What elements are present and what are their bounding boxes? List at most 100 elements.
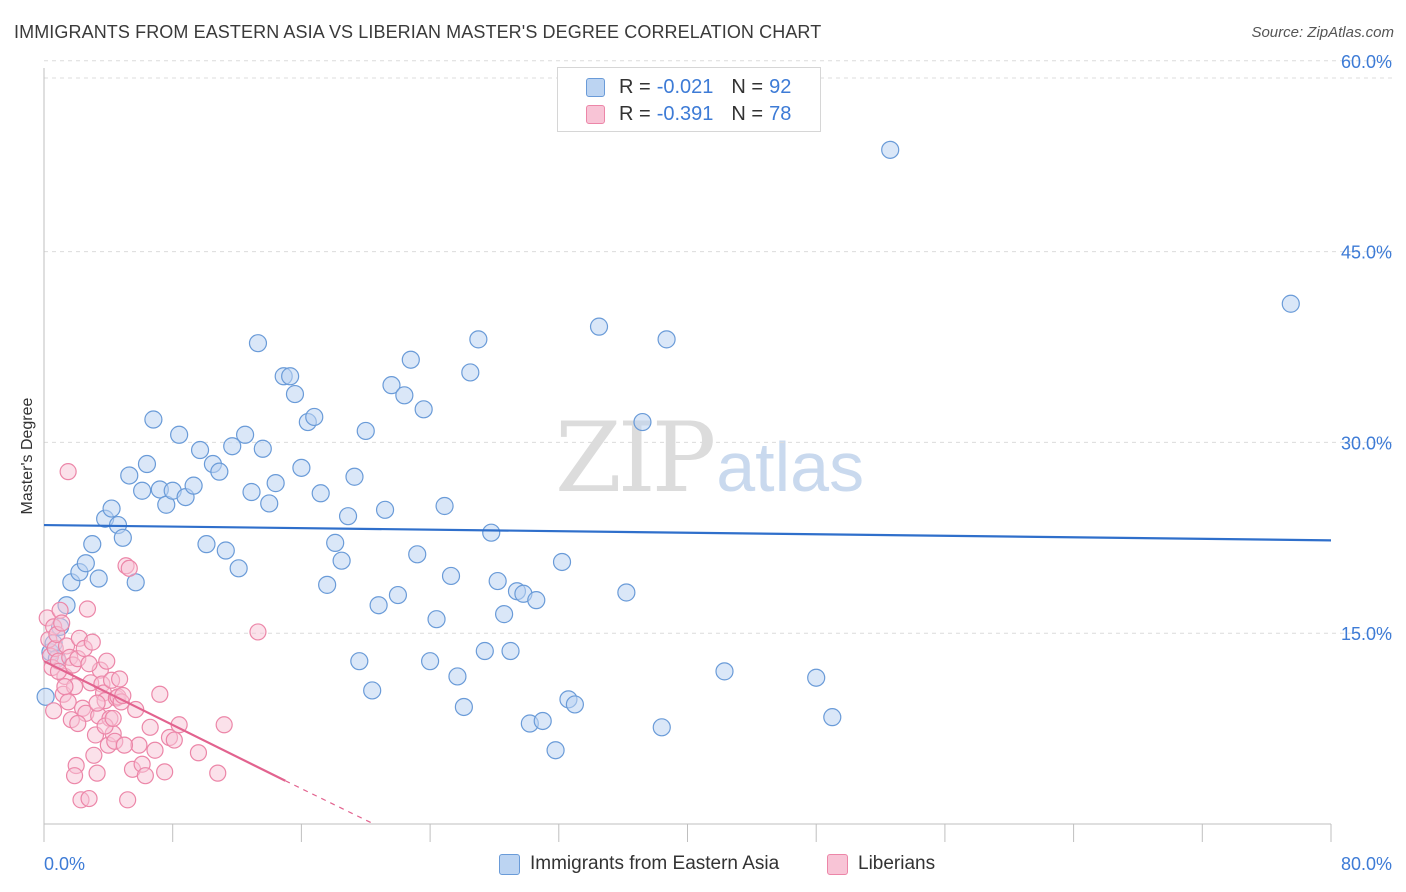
legend-r-label: R = xyxy=(619,102,651,125)
legend-n-label: N = xyxy=(731,102,764,125)
eastern-asia-point xyxy=(311,484,330,503)
eastern-asia-point xyxy=(170,425,189,444)
series-swatch-pink xyxy=(827,853,848,875)
eastern-asia-point xyxy=(469,330,488,349)
eastern-asia-point xyxy=(332,551,351,570)
series-label-liberians: Liberians xyxy=(858,853,936,874)
eastern-asia-point xyxy=(83,535,102,554)
eastern-asia-point xyxy=(546,741,565,760)
eastern-asia-point xyxy=(421,652,440,671)
liberians-point xyxy=(165,731,183,749)
liberians-point xyxy=(80,789,98,808)
legend-n-value: 78 xyxy=(769,102,792,125)
eastern-asia-point xyxy=(1281,294,1300,313)
legend-row-liberians: R = -0.391 N = 78 xyxy=(586,101,791,127)
liberians-point xyxy=(56,678,74,696)
liberians-point xyxy=(65,767,84,785)
eastern-asia-point xyxy=(216,541,235,560)
correlation-legend: R = -0.021 N = 92 R = -0.391 N = 78 xyxy=(557,67,821,132)
eastern-asia-point xyxy=(285,384,305,404)
eastern-asia-point xyxy=(197,535,216,554)
eastern-asia-point xyxy=(144,410,163,429)
eastern-asia-point xyxy=(657,330,676,349)
eastern-asia-point xyxy=(617,583,636,602)
eastern-asia-point xyxy=(401,350,420,369)
series-swatch-blue xyxy=(499,853,520,875)
eastern-asia-point xyxy=(807,668,826,687)
chart-title: IMMIGRANTS FROM EASTERN ASIA VS LIBERIAN… xyxy=(14,22,822,42)
y-tick-label: 15.0% xyxy=(1341,624,1392,644)
legend-r-value: -0.021 xyxy=(656,75,714,98)
liberians-point xyxy=(136,767,154,785)
eastern-asia-point xyxy=(448,667,467,686)
liberians-point xyxy=(83,633,101,651)
eastern-asia-point xyxy=(260,494,279,513)
eastern-asia-point xyxy=(350,652,369,671)
eastern-asia-point xyxy=(281,367,300,386)
eastern-asia-point xyxy=(495,605,514,624)
liberians-point xyxy=(59,693,77,711)
liberians-point xyxy=(119,791,137,809)
eastern-asia-point xyxy=(881,140,900,159)
eastern-asia-point xyxy=(248,334,268,353)
eastern-asia-point xyxy=(76,554,95,573)
eastern-asia-point xyxy=(527,591,546,610)
liberians-point xyxy=(78,600,97,618)
series-legend-eastern-asia[interactable]: Immigrants from Eastern Asia xyxy=(499,853,779,875)
series-label-eastern-asia: Immigrants from Eastern Asia xyxy=(530,853,780,874)
liberians-point xyxy=(111,670,129,688)
liberians-point xyxy=(249,623,267,641)
eastern-asia-point xyxy=(488,571,507,591)
eastern-asia-point xyxy=(292,458,311,477)
eastern-asia-point xyxy=(552,552,572,572)
eastern-asia-point xyxy=(113,528,132,547)
eastern-asia-trend-line xyxy=(43,523,1332,542)
liberians-point xyxy=(156,763,174,781)
eastern-asia-point xyxy=(633,412,652,432)
liberians-point xyxy=(80,655,98,673)
eastern-asia-point xyxy=(414,400,433,419)
eastern-asia-point xyxy=(305,407,324,427)
x-tick-label-min: 0.0% xyxy=(44,854,85,874)
eastern-asia-point xyxy=(382,376,401,395)
eastern-asia-point xyxy=(427,610,446,629)
eastern-asia-point xyxy=(190,440,210,460)
liberians-point xyxy=(130,736,148,754)
eastern-asia-point xyxy=(235,425,255,444)
series-legend: Immigrants from Eastern Asia Liberians xyxy=(0,853,1406,877)
liberians-point xyxy=(98,652,116,670)
source-label: Source: ZipAtlas.com xyxy=(1251,24,1394,41)
eastern-asia-point xyxy=(120,466,139,485)
eastern-asia-point xyxy=(501,641,520,661)
legend-swatch-pink xyxy=(586,104,605,124)
legend-n-value: 92 xyxy=(769,75,792,98)
y-tick-label: 60.0% xyxy=(1341,52,1392,72)
liberians-point xyxy=(141,718,159,736)
eastern-asia-point xyxy=(184,476,203,495)
liberians-point xyxy=(146,741,164,759)
liberians-point xyxy=(215,716,233,734)
liberians-point xyxy=(88,764,106,782)
eastern-asia-point xyxy=(210,462,229,481)
eastern-asia-point xyxy=(461,363,480,382)
eastern-asia-point xyxy=(133,481,152,500)
eastern-asia-point xyxy=(137,454,157,474)
eastern-asia-point xyxy=(89,569,108,588)
x-tick-label-max: 80.0% xyxy=(1341,854,1392,874)
eastern-asia-point xyxy=(388,585,408,605)
series-legend-liberians[interactable]: Liberians xyxy=(827,853,935,875)
legend-r-value: -0.391 xyxy=(656,102,714,125)
liberians-point xyxy=(59,463,77,481)
eastern-asia-point xyxy=(338,507,358,526)
liberians-trend-extension xyxy=(285,780,375,825)
eastern-asia-point xyxy=(482,523,501,542)
liberians-point xyxy=(85,746,103,764)
legend-n-label: N = xyxy=(731,75,764,98)
eastern-asia-point xyxy=(102,499,121,518)
eastern-asia-point xyxy=(408,545,427,564)
eastern-asia-point xyxy=(475,641,494,661)
eastern-asia-point xyxy=(36,687,55,706)
liberians-point xyxy=(209,764,227,782)
eastern-asia-point xyxy=(266,474,285,493)
